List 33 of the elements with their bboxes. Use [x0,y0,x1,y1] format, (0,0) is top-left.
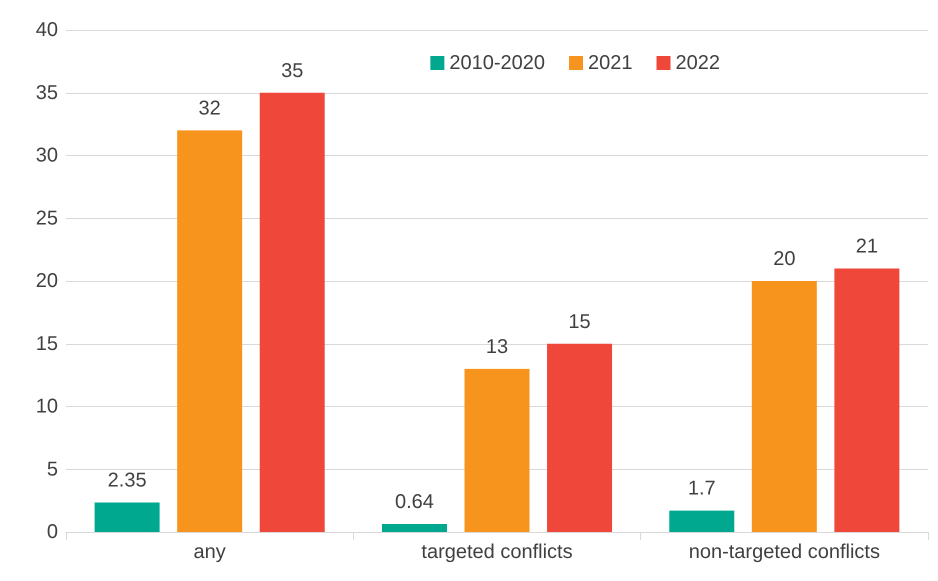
data-label: 20 [773,248,796,270]
y-tick-label: 30 [36,144,58,166]
bar [382,524,447,532]
data-label: 0.64 [394,490,434,513]
y-tick-label: 10 [36,396,58,418]
y-tick-label: 20 [36,270,58,292]
y-tick-label: 35 [36,82,58,104]
data-label: 13 [486,336,508,358]
y-tick-label: 5 [46,458,58,480]
x-tick-label: targeted conflicts [421,541,573,563]
data-label: 32 [198,97,221,120]
y-tick-label: 15 [36,332,58,355]
x-tick-label: any [194,541,226,563]
y-tick-label: 25 [36,207,58,230]
legend-label: 2021 [588,52,633,74]
bar [547,344,612,532]
legend-label: 2022 [676,52,720,74]
bar [752,281,817,532]
y-tick-label: 0 [46,521,58,543]
x-tick-label: non-targeted conflicts [688,541,880,563]
bar [669,510,734,532]
bar [94,502,160,532]
data-label: 35 [281,60,304,82]
bar [260,92,325,532]
bar [464,368,530,532]
y-tick-label: 40 [36,19,58,41]
bar [177,130,242,532]
legend-label: 2010-2020 [449,52,546,74]
data-label: 2.35 [108,470,147,492]
bar [834,268,900,532]
data-label: 15 [568,310,591,333]
data-label: 1.7 [688,478,716,500]
data-label: 21 [856,235,878,258]
